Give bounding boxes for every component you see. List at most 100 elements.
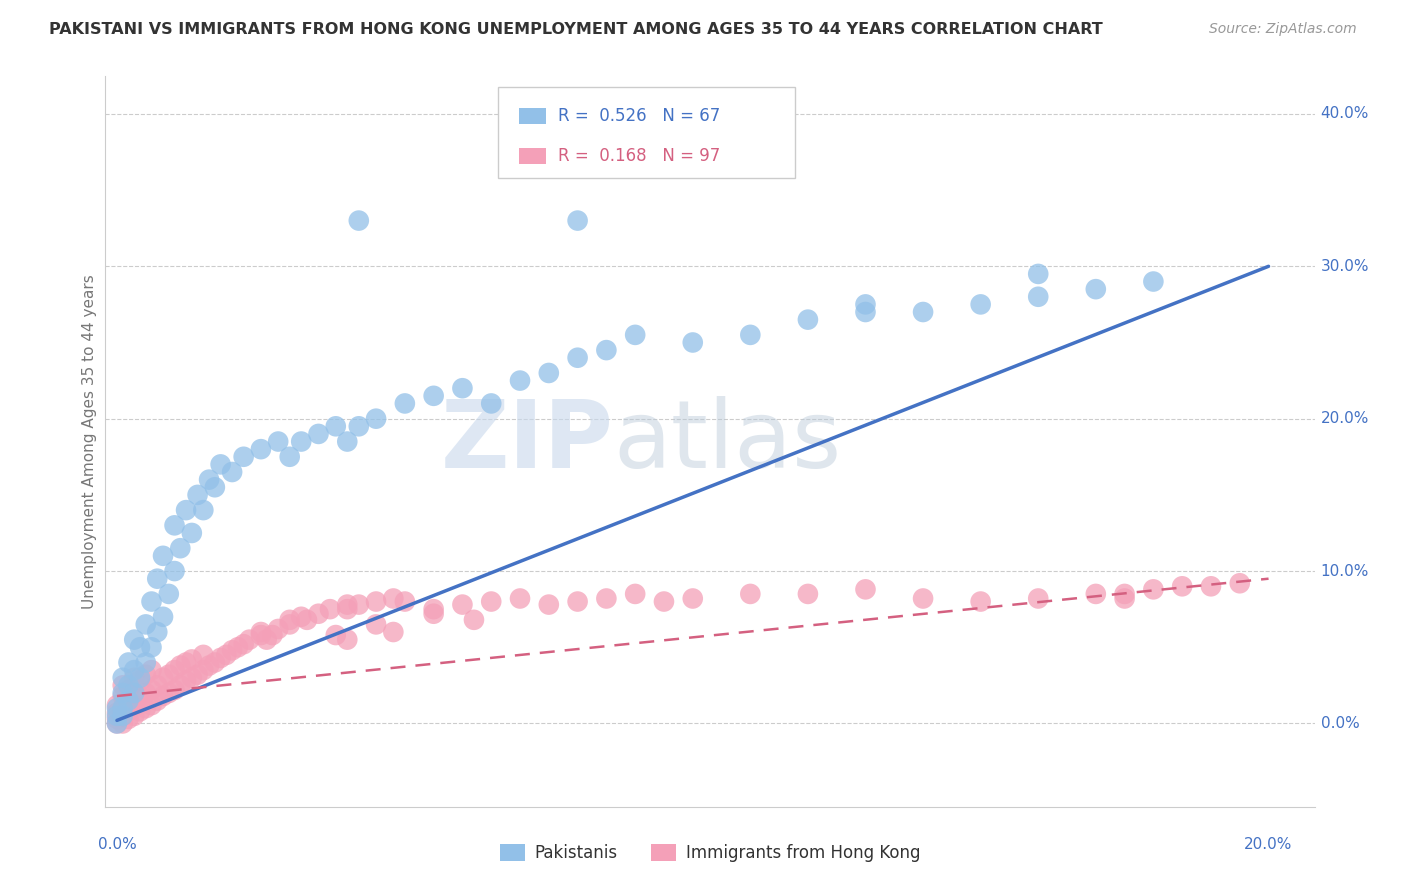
Point xyxy=(1026,290,1049,304)
Point xyxy=(209,458,232,472)
Point xyxy=(111,678,134,692)
Point xyxy=(537,598,560,612)
Point xyxy=(308,607,330,621)
Point xyxy=(135,686,157,700)
Point xyxy=(278,617,301,632)
Point xyxy=(146,693,169,707)
Point xyxy=(347,598,370,612)
Point xyxy=(215,648,238,662)
Text: R =  0.526   N = 67: R = 0.526 N = 67 xyxy=(558,107,720,125)
Point xyxy=(1114,591,1136,606)
Point xyxy=(141,640,163,655)
Point xyxy=(117,678,139,692)
Text: 0.0%: 0.0% xyxy=(1320,716,1360,731)
Point xyxy=(122,708,145,723)
Point xyxy=(308,426,330,441)
Point xyxy=(180,525,202,540)
Point xyxy=(105,712,128,726)
Text: 30.0%: 30.0% xyxy=(1320,259,1369,274)
Point xyxy=(135,667,157,681)
Point xyxy=(163,564,186,578)
Point xyxy=(278,450,301,464)
Point xyxy=(479,396,502,410)
Point xyxy=(595,591,617,606)
Point xyxy=(1114,587,1136,601)
Point xyxy=(740,587,762,601)
Point xyxy=(163,663,186,677)
Point xyxy=(855,582,877,597)
Point xyxy=(797,587,820,601)
Point xyxy=(141,663,163,677)
Text: 20.0%: 20.0% xyxy=(1320,411,1369,426)
Point xyxy=(624,327,647,342)
Point xyxy=(204,656,226,670)
Point xyxy=(682,335,704,350)
Point xyxy=(135,656,157,670)
Point xyxy=(135,617,157,632)
Point xyxy=(157,667,180,681)
Point xyxy=(152,549,174,563)
Text: 10.0%: 10.0% xyxy=(1320,564,1369,579)
Point xyxy=(451,381,474,395)
Y-axis label: Unemployment Among Ages 35 to 44 years: Unemployment Among Ages 35 to 44 years xyxy=(82,274,97,609)
Point xyxy=(422,602,444,616)
Point xyxy=(463,613,485,627)
Point xyxy=(1229,576,1251,591)
Point xyxy=(129,689,152,703)
Point xyxy=(262,628,284,642)
Point xyxy=(682,591,704,606)
Point xyxy=(111,716,134,731)
Point xyxy=(422,607,444,621)
Point xyxy=(278,613,301,627)
Point xyxy=(232,637,254,651)
Point xyxy=(111,671,134,685)
Point xyxy=(364,594,387,608)
Point xyxy=(624,587,647,601)
Point xyxy=(509,374,531,388)
Point xyxy=(180,671,202,685)
Point xyxy=(451,598,474,612)
Point xyxy=(325,419,347,434)
Point xyxy=(325,628,347,642)
Point xyxy=(250,628,273,642)
Point xyxy=(1171,579,1194,593)
Point xyxy=(187,488,209,502)
Text: ZIP: ZIP xyxy=(440,395,613,488)
Point xyxy=(479,594,502,608)
Point xyxy=(117,712,139,726)
Point xyxy=(394,594,416,608)
Point xyxy=(122,698,145,713)
Point xyxy=(117,693,139,707)
Point xyxy=(290,434,312,449)
FancyBboxPatch shape xyxy=(519,108,546,124)
Point xyxy=(1199,579,1222,593)
Point xyxy=(912,305,935,319)
Point xyxy=(157,587,180,601)
Point xyxy=(267,434,290,449)
Point xyxy=(105,716,128,731)
Point xyxy=(193,503,215,517)
Point xyxy=(204,480,226,494)
Point xyxy=(336,434,359,449)
Point xyxy=(129,671,152,685)
Text: 20.0%: 20.0% xyxy=(1244,837,1292,852)
Point xyxy=(567,351,589,365)
Point xyxy=(111,701,134,715)
Point xyxy=(163,518,186,533)
Point xyxy=(129,673,152,688)
Point xyxy=(122,663,145,677)
Point xyxy=(111,686,134,700)
Point xyxy=(226,640,249,655)
Point xyxy=(1084,282,1107,296)
Point xyxy=(117,693,139,707)
Point xyxy=(111,701,134,715)
Point xyxy=(180,652,202,666)
Point xyxy=(198,473,221,487)
Text: Source: ZipAtlas.com: Source: ZipAtlas.com xyxy=(1209,22,1357,37)
Point xyxy=(146,678,169,692)
Point xyxy=(567,594,589,608)
Point xyxy=(382,625,405,640)
Point xyxy=(382,591,405,606)
FancyBboxPatch shape xyxy=(499,87,794,178)
Point xyxy=(193,648,215,662)
